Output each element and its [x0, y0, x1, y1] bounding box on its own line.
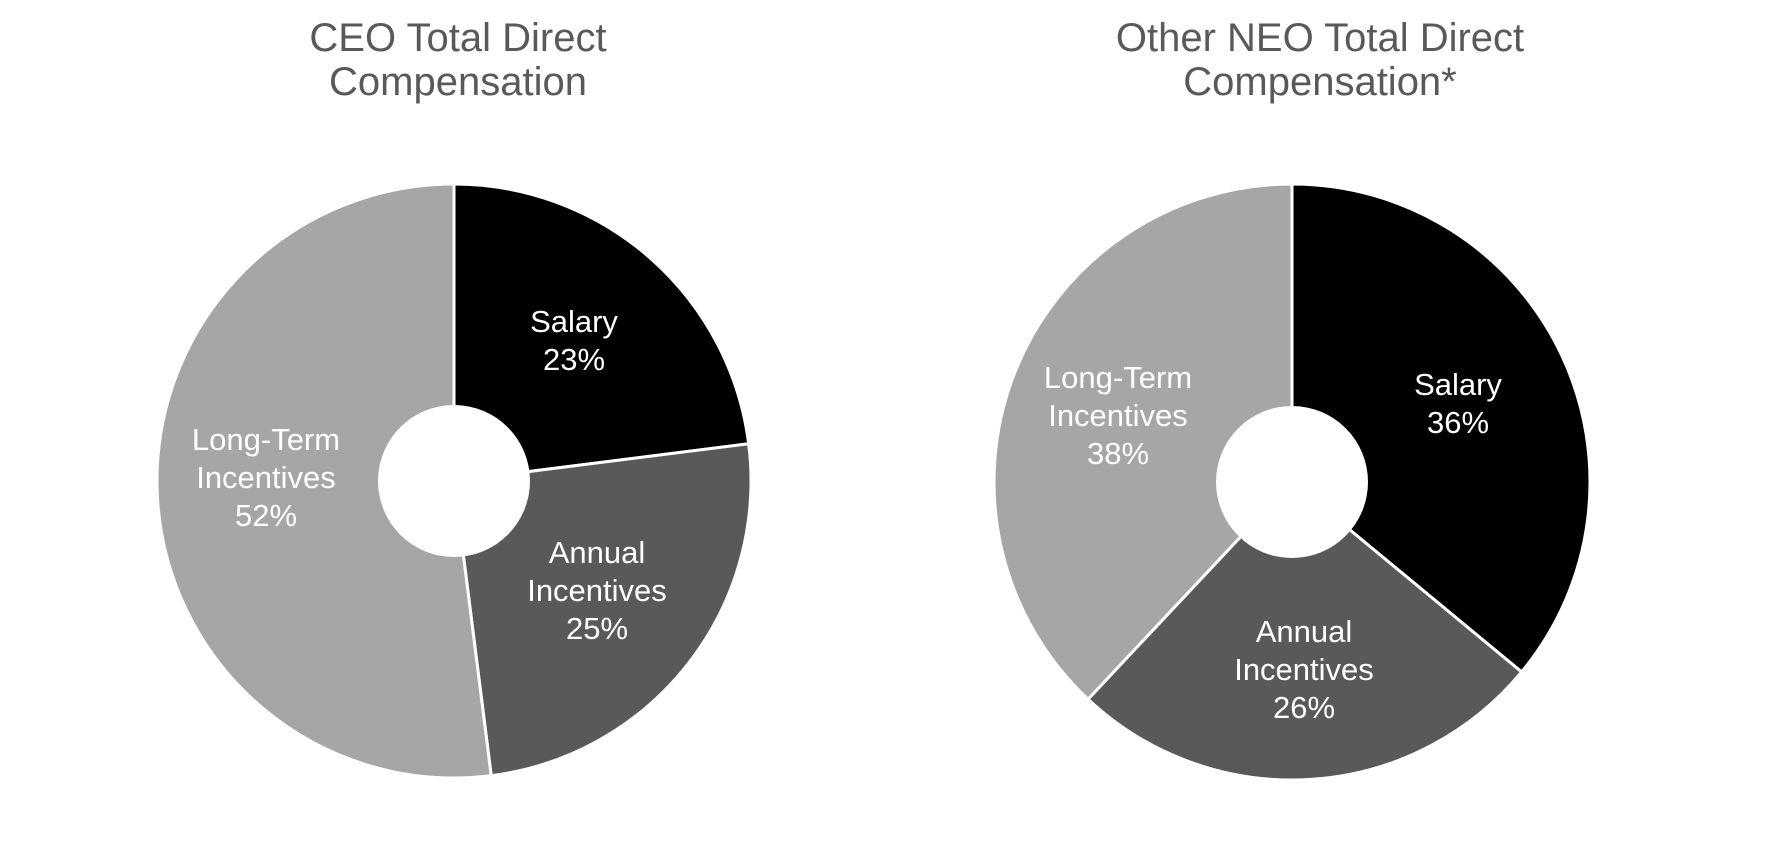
slice-salary	[1290, 182, 1592, 675]
chart-title-line: Other NEO Total Direct	[1115, 16, 1525, 60]
other-neo-donut-chart: Salary 36%Annual Incentives 26%Long-Term Inc…	[992, 182, 1592, 782]
slice-salary	[452, 182, 751, 483]
data-label-name: Annual	[549, 535, 646, 570]
slice-annual-incentives	[452, 442, 753, 778]
data-label-value: 38%	[1087, 436, 1149, 471]
data-label-name: Incentives	[196, 460, 336, 495]
data-label-name: Incentives	[1234, 652, 1374, 687]
data-label-long-term-incentives: Long-Term Incentives 52%	[192, 422, 340, 533]
donut-hole	[378, 405, 530, 557]
data-label-value: 23%	[543, 342, 605, 377]
ceo-donut-chart: Salary 23%Annual Incentives 25%Long-Term Inc…	[155, 182, 753, 780]
data-label-name: Salary	[1414, 367, 1502, 402]
data-label-salary: Salary 36%	[1414, 367, 1502, 440]
slice-annual-incentives	[1085, 479, 1524, 782]
data-label-long-term-incentives: Long-Term Incentives 38%	[1044, 360, 1192, 471]
data-label-value: 26%	[1273, 690, 1335, 725]
data-label-name: Annual	[1256, 614, 1353, 649]
slice-long-term-incentives	[992, 182, 1294, 702]
other-neo-compensation-chart: Other NEO Total Direct Compensation* Sal…	[860, 0, 1766, 858]
data-label-salary: Salary 23%	[530, 304, 618, 377]
data-label-name: Incentives	[1048, 398, 1188, 433]
ceo-compensation-chart: CEO Total Direct Compensation Salary 23% A…	[155, 16, 753, 780]
data-label-name: Incentives	[527, 573, 667, 608]
chart-title-line: Compensation*	[1183, 60, 1457, 104]
data-label-value: 36%	[1427, 405, 1489, 440]
chart-title-line: Compensation	[329, 60, 587, 104]
data-label-value: 52%	[235, 498, 297, 533]
donut-hole	[1216, 406, 1368, 558]
data-label-annual-incentives: Annual Incentives 25%	[527, 535, 667, 646]
data-label-name: Long-Term	[1044, 360, 1192, 395]
slice-long-term-incentives	[155, 182, 493, 780]
chart-title-line: CEO Total Direct	[309, 16, 607, 60]
data-label-name: Salary	[530, 304, 618, 339]
data-label-annual-incentives: Annual Incentives 26%	[1234, 614, 1374, 725]
data-label-name: Long-Term	[192, 422, 340, 457]
chart-title: Other NEO Total Direct Compensation*	[1090, 16, 1550, 104]
chart-title: CEO Total Direct Compensation	[258, 16, 658, 104]
data-label-value: 25%	[566, 611, 628, 646]
